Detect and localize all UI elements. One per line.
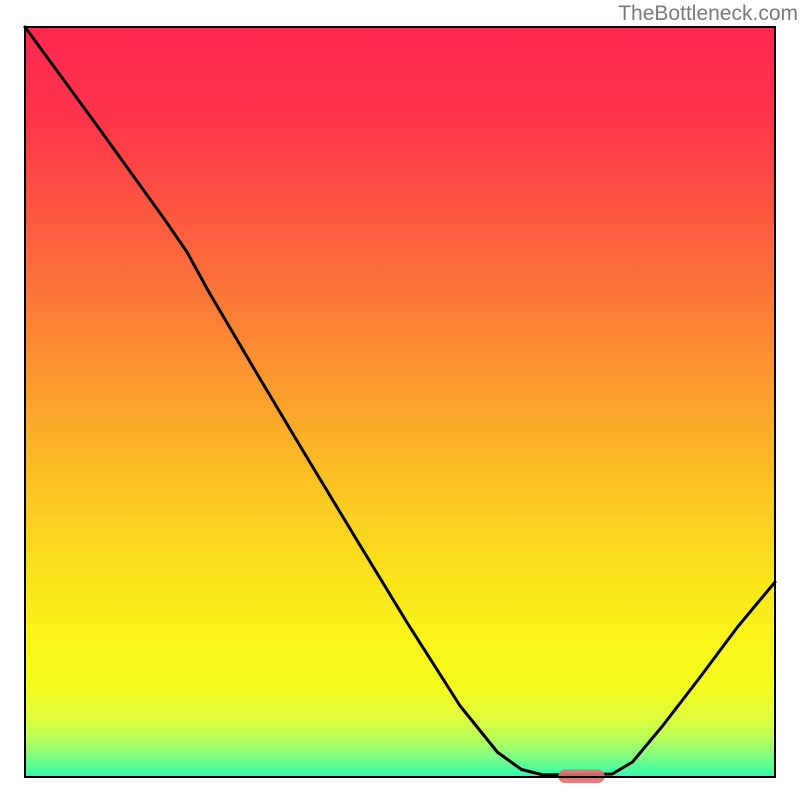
chart-svg: TheBottleneck.com [0, 0, 800, 800]
plot-background [25, 27, 775, 777]
watermark-text: TheBottleneck.com [618, 2, 798, 25]
bottleneck-chart: TheBottleneck.com [0, 0, 800, 800]
